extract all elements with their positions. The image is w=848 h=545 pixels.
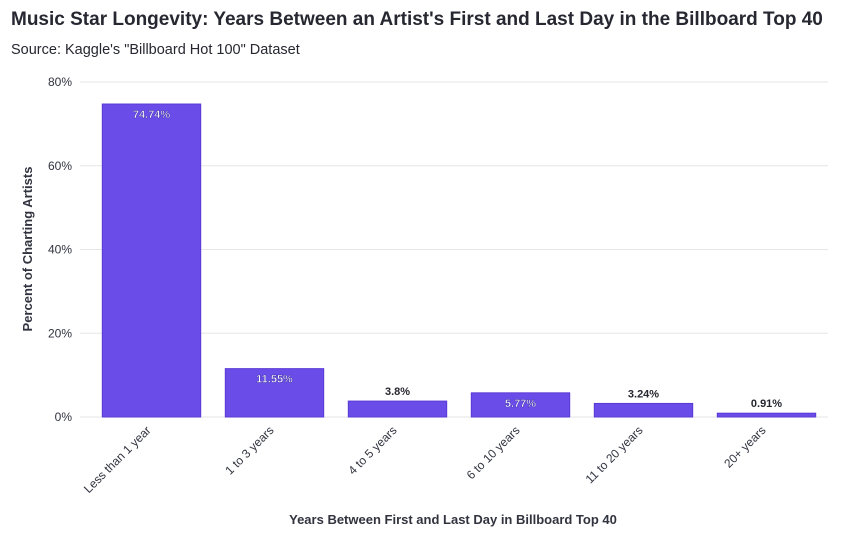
y-tick-label: 60% — [48, 159, 72, 173]
bar — [101, 103, 202, 418]
bar — [593, 402, 694, 418]
bar-data-label: 3.24% — [628, 388, 659, 400]
bar-data-label: 3.8% — [385, 386, 410, 398]
y-tick-label: 0% — [55, 410, 73, 424]
y-tick-label: 20% — [48, 326, 72, 340]
bar — [716, 412, 817, 418]
y-tick-label: 40% — [48, 243, 72, 257]
chart-subtitle: Source: Kaggle's "Billboard Hot 100" Dat… — [11, 42, 300, 58]
bar-data-label: 0.91% — [751, 398, 782, 410]
y-axis-ticks: 0% 20% 40% 60% 80% — [48, 75, 72, 424]
bar — [347, 400, 448, 418]
x-tick-label: 11 to 20 years — [583, 423, 646, 486]
y-axis-title: Percent of Charting Artists — [20, 167, 35, 332]
x-axis-title: Years Between First and Last Day in Bill… — [289, 512, 617, 527]
bar-data-label: 74.74% — [133, 109, 171, 121]
x-tick-label: 4 to 5 years — [345, 423, 399, 477]
chart-title: Music Star Longevity: Years Between an A… — [11, 9, 823, 30]
x-tick-label: 20+ years — [721, 423, 768, 470]
bar-data-label: 11.55% — [256, 374, 293, 386]
bar — [224, 368, 325, 418]
x-tick-label: 1 to 3 years — [222, 423, 276, 477]
x-tick-label: 6 to 10 years — [464, 423, 523, 482]
gridlines — [80, 81, 828, 418]
x-tick-label: Less than 1 year — [81, 423, 154, 496]
bar — [470, 392, 571, 418]
bar-data-label: 5.77% — [505, 398, 536, 410]
x-axis-ticks: Less than 1 year 1 to 3 years 4 to 5 years… — [81, 423, 769, 496]
y-tick-label: 80% — [48, 75, 72, 89]
data-labels: 74.74% 11.55% 3.8% 5.77% 3.24% 0.91% — [133, 109, 783, 410]
bars — [101, 103, 817, 418]
